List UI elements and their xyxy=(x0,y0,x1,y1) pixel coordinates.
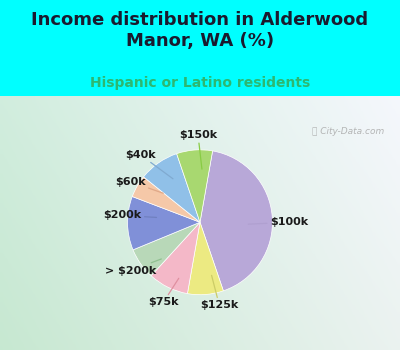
Wedge shape xyxy=(128,196,200,250)
Text: $60k: $60k xyxy=(115,177,163,193)
Text: $125k: $125k xyxy=(200,275,238,310)
Text: Hispanic or Latino residents: Hispanic or Latino residents xyxy=(90,76,310,90)
Text: > $200k: > $200k xyxy=(105,259,161,275)
Text: ⓘ City-Data.com: ⓘ City-Data.com xyxy=(312,127,384,136)
Wedge shape xyxy=(200,151,272,291)
Text: $75k: $75k xyxy=(148,278,179,307)
Text: $200k: $200k xyxy=(104,210,156,220)
Wedge shape xyxy=(188,222,223,295)
Wedge shape xyxy=(133,222,200,276)
Wedge shape xyxy=(177,150,212,222)
Text: $150k: $150k xyxy=(179,130,217,169)
Text: $40k: $40k xyxy=(125,150,173,179)
Wedge shape xyxy=(144,154,200,222)
Text: $100k: $100k xyxy=(248,217,308,227)
Text: Income distribution in Alderwood
Manor, WA (%): Income distribution in Alderwood Manor, … xyxy=(32,11,368,50)
Wedge shape xyxy=(132,177,200,222)
Wedge shape xyxy=(151,222,200,294)
